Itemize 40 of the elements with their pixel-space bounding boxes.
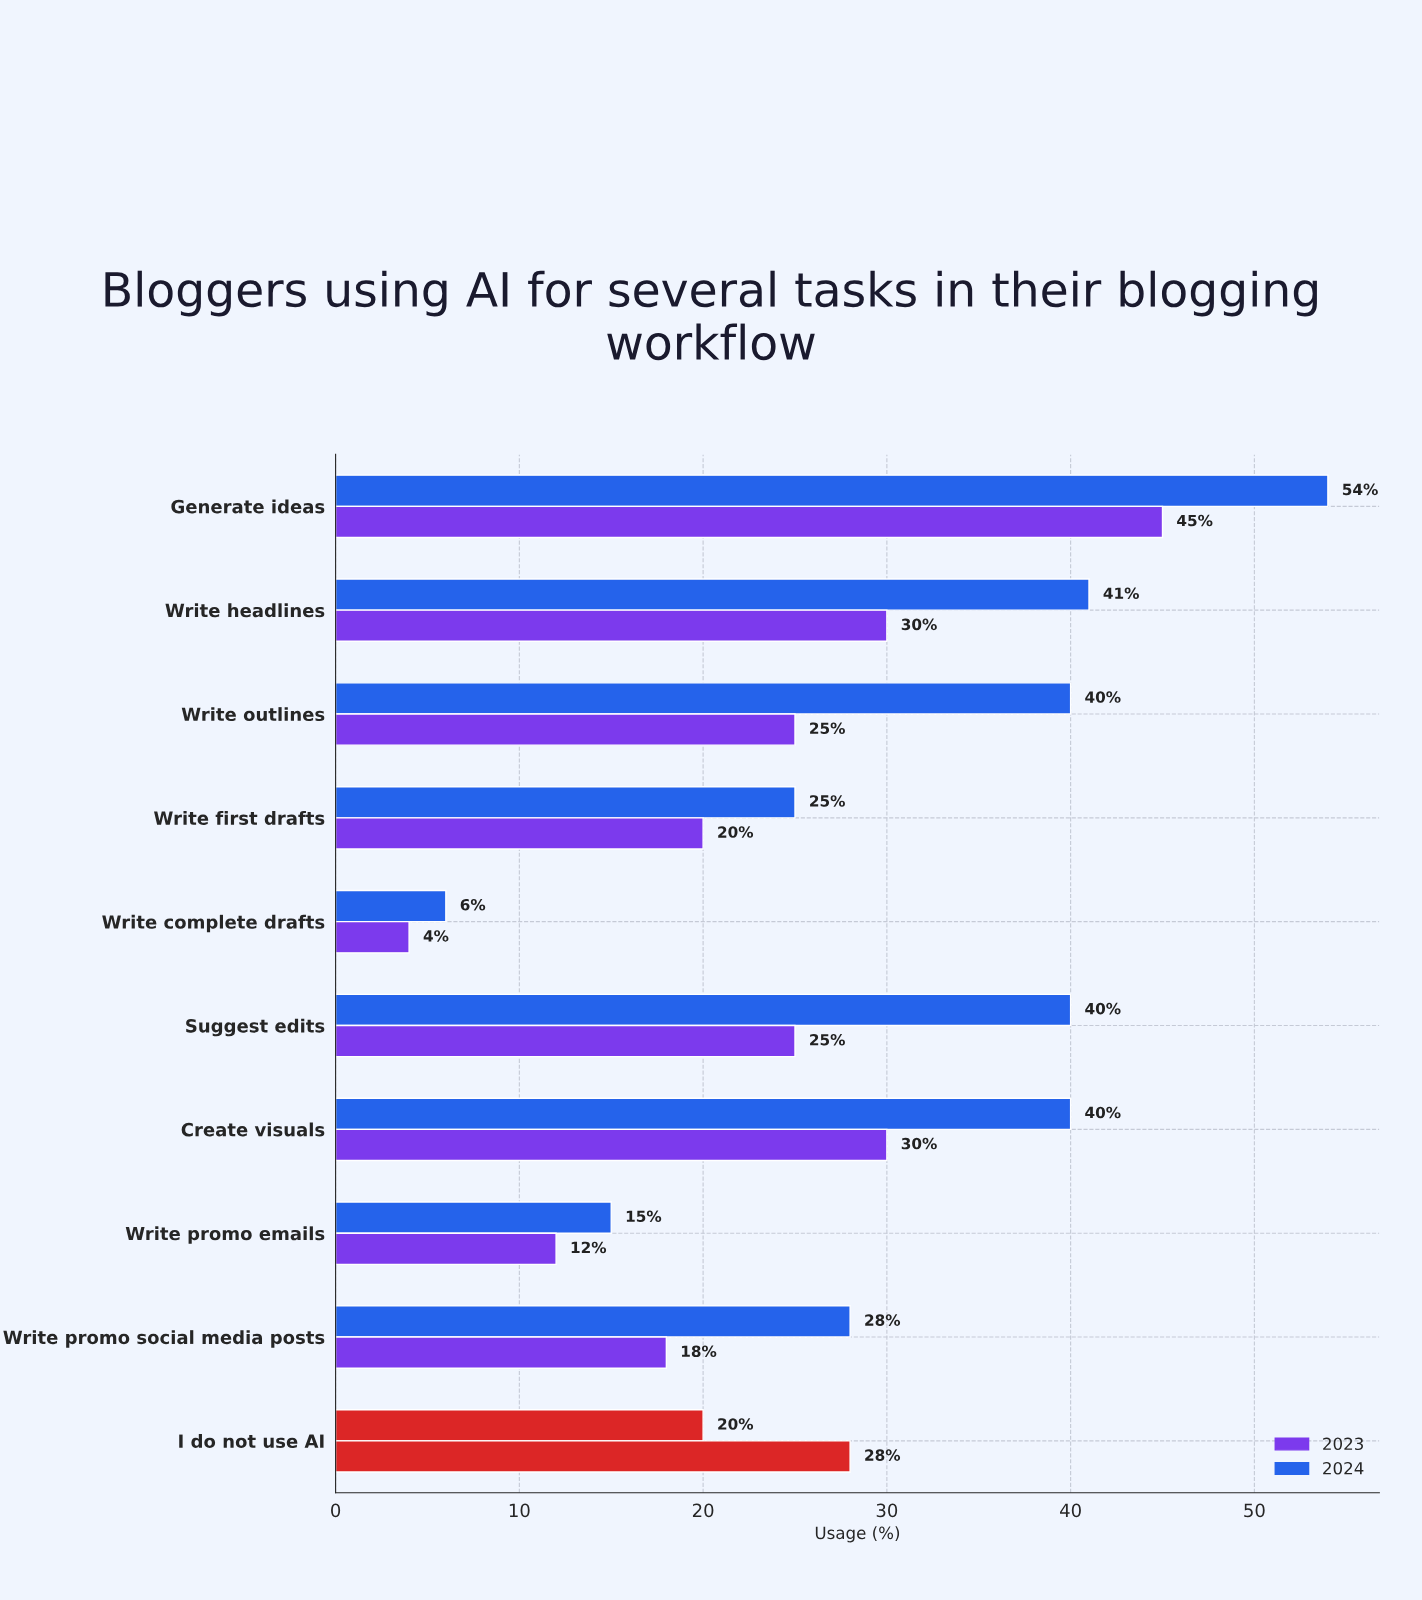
x-tick-label: 50 (1244, 1503, 1265, 1518)
y-tick-label: Create visuals (181, 1122, 325, 1137)
chart-title: Bloggers using AI for several tasks in their blogging workflow (105, 270, 1317, 361)
data-label: 30% (901, 618, 937, 631)
legend-label: 2024 (1323, 1461, 1364, 1475)
data-label: 12% (571, 1241, 607, 1254)
data-label: 45% (1177, 514, 1213, 527)
data-label: 30% (901, 1137, 937, 1150)
y-tick-label: Write first drafts (154, 810, 325, 825)
legend-label: 2023 (1323, 1437, 1363, 1451)
data-label: 25% (810, 795, 845, 807)
y-tick-label: Write headlines (165, 603, 325, 618)
x-tick-label: 20 (692, 1503, 714, 1518)
y-tick-label: Write promo social media posts (3, 1330, 325, 1348)
y-tick-label: I do not use AI (179, 1434, 324, 1448)
x-tick-label: 0 (331, 1503, 341, 1518)
data-label: 41% (1103, 587, 1139, 600)
x-tick-label: 40 (1060, 1503, 1081, 1518)
y-tick-label: Generate ideas (171, 499, 325, 514)
x-tick-label: 30 (876, 1503, 898, 1518)
x-tick-label: 10 (509, 1503, 530, 1518)
data-label: 28% (865, 1314, 901, 1326)
data-label: 40% (1085, 691, 1121, 703)
data-label: 28% (865, 1449, 901, 1461)
y-tick-label: Write outlines (181, 707, 325, 722)
data-label: 25% (810, 722, 845, 735)
data-label: 15% (626, 1210, 662, 1223)
data-label: 54% (1342, 483, 1378, 496)
data-label: 20% (718, 826, 754, 838)
data-label: 40% (1085, 1002, 1121, 1015)
data-label: 18% (681, 1345, 717, 1358)
y-tick-label: Write promo emails (125, 1226, 325, 1244)
data-label: 20% (718, 1418, 754, 1430)
y-tick-label: Suggest edits (186, 1018, 325, 1037)
data-label: 40% (1085, 1106, 1121, 1119)
x-axis-title: Usage (%) (815, 1526, 900, 1543)
data-label: 25% (810, 1033, 845, 1046)
data-label: 6% (460, 898, 486, 911)
y-tick-label: Write complete drafts (102, 914, 325, 933)
data-label: 4% (423, 930, 449, 942)
